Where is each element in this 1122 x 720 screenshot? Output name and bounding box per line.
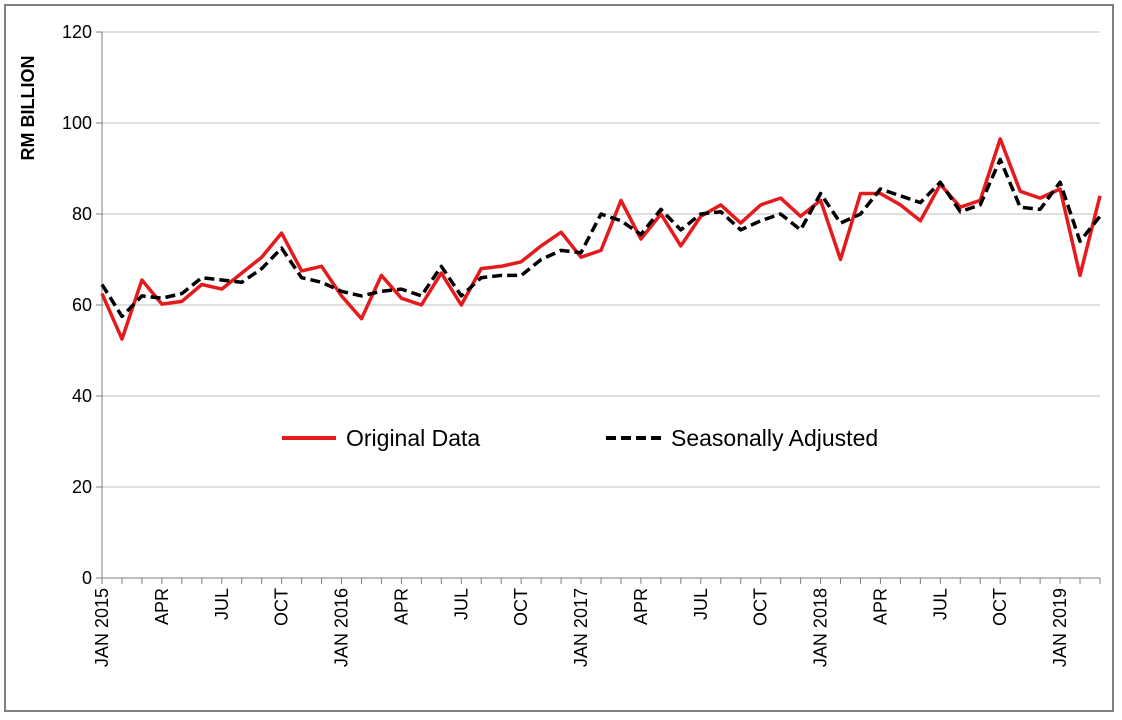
- x-tick-label-apr: APR: [631, 588, 651, 625]
- series-line-seasonally-adjusted: [100, 157, 1102, 319]
- x-tick-label-jul: JUL: [691, 588, 711, 620]
- series: [100, 137, 1102, 341]
- y-axis-label: RM BILLION: [18, 56, 38, 161]
- y-tick-label-20: 20: [72, 477, 92, 497]
- x-tick-label-jan-2018: JAN 2018: [811, 588, 831, 667]
- x-tick-label-oct: OCT: [511, 588, 531, 626]
- x-tick-label-oct: OCT: [751, 588, 771, 626]
- y-tick-label-80: 80: [72, 204, 92, 224]
- y-tick-label-0: 0: [82, 568, 92, 588]
- axes: 0 20 40 60 80 100 120 JAN 2015 APR JUL OCT JAN 2016…: [62, 22, 1101, 667]
- x-tick-label-apr: APR: [391, 588, 411, 625]
- x-tick-label-jan-2015: JAN 2015: [92, 588, 112, 667]
- x-tick-label-jul: JUL: [451, 588, 471, 620]
- chart-frame: 0 20 40 60 80 100 120 JAN 2015 APR JUL OCT JAN 2016…: [4, 4, 1114, 712]
- x-tick-label-jan-2016: JAN 2016: [332, 588, 352, 667]
- line-chart: 0 20 40 60 80 100 120 JAN 2015 APR JUL OCT JAN 2016…: [18, 22, 1102, 667]
- x-tick-label-jan-2017: JAN 2017: [571, 588, 591, 667]
- legend-label-seasonally-adjusted: Seasonally Adjusted: [671, 425, 878, 451]
- x-tick-label-apr: APR: [870, 588, 890, 625]
- x-tick-label-oct: OCT: [272, 588, 292, 626]
- x-tick-label-oct: OCT: [990, 588, 1010, 626]
- legend-label-original-data: Original Data: [346, 425, 480, 451]
- y-tick-label-120: 120: [62, 22, 92, 42]
- y-tick-label-60: 60: [72, 295, 92, 315]
- series-line-original-data: [100, 137, 1102, 341]
- x-tick-label-jul: JUL: [930, 588, 950, 620]
- y-tick-label-100: 100: [62, 113, 92, 133]
- gridlines: [102, 31, 1100, 488]
- x-tick-label-apr: APR: [152, 588, 172, 625]
- legend: Original Data Seasonally Adjusted: [282, 425, 878, 451]
- x-tick-label-jan-2019: JAN 2019: [1050, 588, 1070, 667]
- y-tick-label-40: 40: [72, 386, 92, 406]
- x-tick-label-jul: JUL: [212, 588, 232, 620]
